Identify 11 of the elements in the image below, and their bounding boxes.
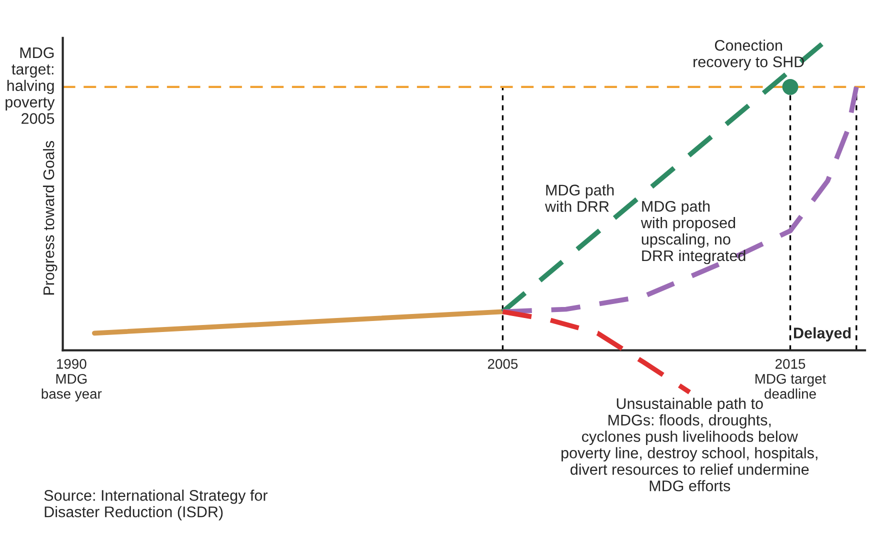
- x-tick-label: 2015 MDG target deadline: [756, 358, 826, 399]
- annotation: Unsustainable path to MDGs: floods, droughts, cyclones push livelihoods below poverty line, destroy school, hospitals, divert resources to relief undermine MDG efforts: [562, 398, 818, 492]
- x-tick-label: 1990 MDG base year: [42, 358, 102, 402]
- x-tick-label: 2005: [488, 358, 518, 369]
- y-axis-title: Progress toward Goals: [42, 141, 58, 295]
- annotation: Conection recovery to SHD: [694, 40, 804, 70]
- annotation: MDG path with DRR: [544, 184, 614, 212]
- ref-line-label: MDG target: halving poverty 2005: [6, 47, 55, 124]
- annotation: MDG path with proposed upscaling, no DRR integrated: [640, 200, 746, 264]
- annotation: Delayed: [794, 327, 851, 342]
- source-note: Source: International Strategy for Disaster Reduction (ISDR): [44, 490, 268, 520]
